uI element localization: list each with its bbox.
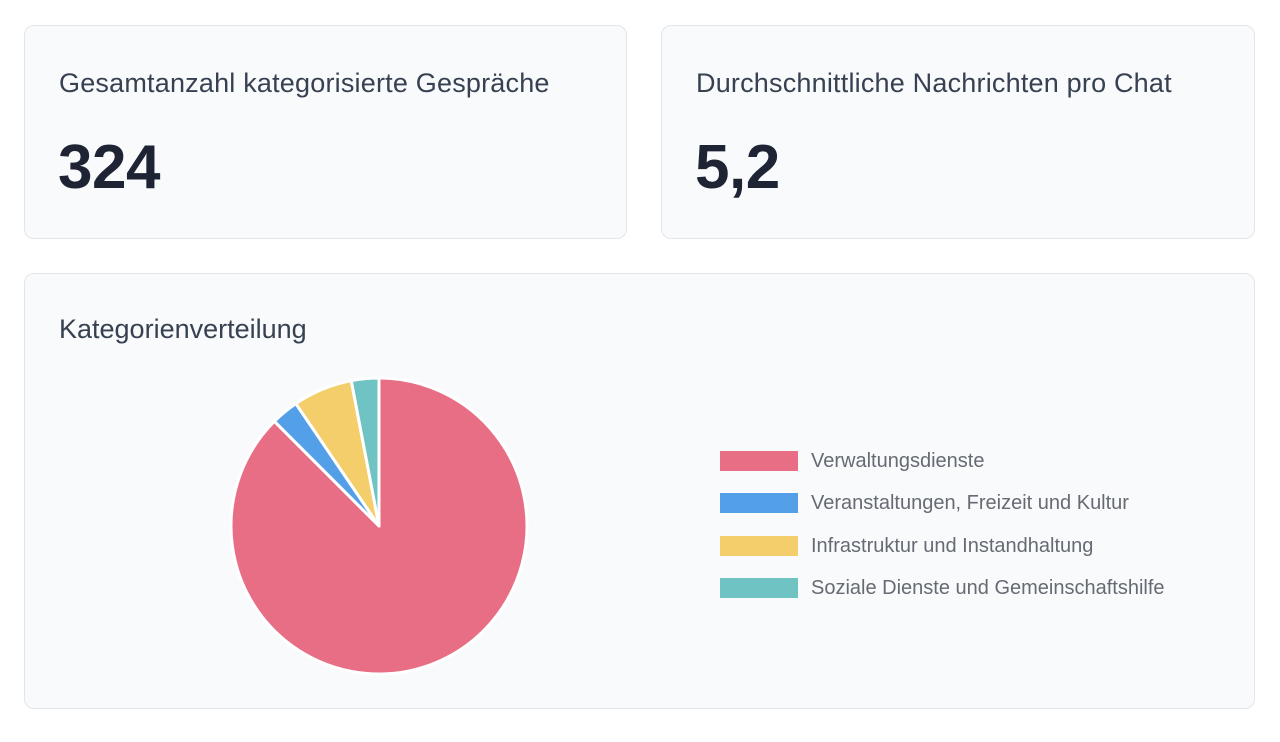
chart-title: Kategorienverteilung [59, 314, 307, 344]
chart-legend: Verwaltungsdienste Veranstaltungen, Freiz… [720, 449, 1165, 618]
legend-swatch [720, 535, 798, 556]
avg-messages-value: 5,2 [695, 133, 780, 202]
legend-label: Verwaltungsdienste [811, 450, 985, 472]
legend-swatch [720, 577, 798, 598]
total-conversations-value: 324 [58, 133, 160, 202]
category-distribution-card: Kategorienverteilung Verwaltungsdienste V… [24, 273, 1255, 709]
legend-label: Soziale Dienste und Gemeinschaftshilfe [811, 576, 1165, 599]
avg-messages-label: Durchschnittliche Nachrichten pro Chat [696, 68, 1172, 98]
avg-messages-card: Durchschnittliche Nachrichten pro Chat 5… [661, 25, 1255, 239]
pie-chart [229, 376, 529, 676]
legend-item[interactable]: Verwaltungsdienste [720, 449, 1165, 491]
pie-slice-4[interactable] [349, 376, 381, 528]
total-conversations-label: Gesamtanzahl kategorisierte Gespräche [59, 68, 550, 98]
legend-label: Infrastruktur und Instandhaltung [811, 534, 1094, 557]
legend-swatch [720, 493, 798, 514]
total-conversations-card: Gesamtanzahl kategorisierte Gespräche 32… [24, 25, 627, 239]
legend-item[interactable]: Soziale Dienste und Gemeinschaftshilfe [720, 576, 1165, 618]
legend-swatch [720, 451, 798, 471]
legend-label: Veranstaltungen, Freizeit und Kultur [811, 492, 1129, 515]
legend-item[interactable]: Infrastruktur und Instandhaltung [720, 534, 1165, 576]
legend-item[interactable]: Veranstaltungen, Freizeit und Kultur [720, 491, 1165, 533]
